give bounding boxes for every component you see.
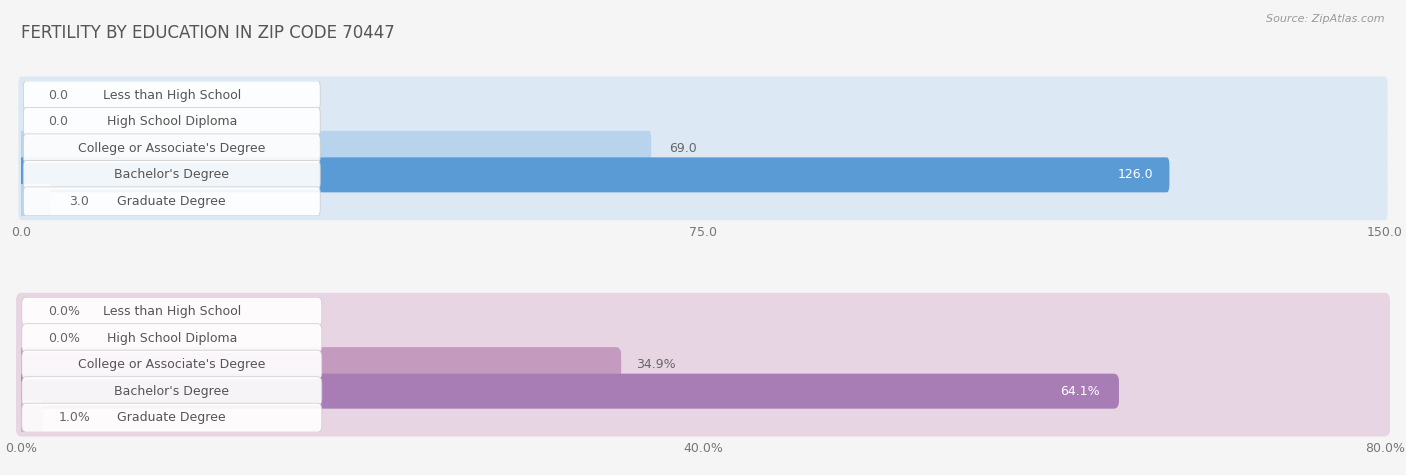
Text: FERTILITY BY EDUCATION IN ZIP CODE 70447: FERTILITY BY EDUCATION IN ZIP CODE 70447 [21, 24, 395, 42]
Bar [21, 135, 1385, 162]
Text: Less than High School: Less than High School [103, 305, 240, 318]
Text: 0.0%: 0.0% [48, 332, 80, 345]
FancyBboxPatch shape [21, 324, 322, 352]
FancyBboxPatch shape [15, 372, 1391, 410]
Bar [21, 109, 1385, 135]
FancyBboxPatch shape [18, 76, 1388, 114]
Text: College or Associate's Degree: College or Associate's Degree [79, 358, 266, 371]
Bar [21, 298, 1385, 325]
FancyBboxPatch shape [15, 400, 44, 435]
FancyBboxPatch shape [18, 157, 1170, 192]
Text: Graduate Degree: Graduate Degree [118, 195, 226, 208]
Text: Graduate Degree: Graduate Degree [118, 411, 226, 424]
FancyBboxPatch shape [15, 319, 1391, 357]
Text: College or Associate's Degree: College or Associate's Degree [79, 142, 266, 155]
Bar [21, 352, 1385, 378]
FancyBboxPatch shape [15, 347, 621, 382]
FancyBboxPatch shape [15, 346, 1391, 383]
Text: Less than High School: Less than High School [103, 89, 240, 102]
Text: 0.0: 0.0 [48, 89, 69, 102]
FancyBboxPatch shape [18, 131, 651, 166]
Text: 0.0: 0.0 [48, 115, 69, 128]
FancyBboxPatch shape [21, 350, 322, 379]
Bar [21, 188, 1385, 215]
FancyBboxPatch shape [21, 377, 322, 406]
Text: 126.0: 126.0 [1118, 168, 1153, 181]
Text: Bachelor's Degree: Bachelor's Degree [114, 385, 229, 398]
FancyBboxPatch shape [21, 297, 322, 326]
Text: 34.9%: 34.9% [637, 358, 676, 371]
Text: Bachelor's Degree: Bachelor's Degree [114, 168, 229, 181]
Bar [21, 378, 1385, 404]
FancyBboxPatch shape [24, 81, 321, 110]
Bar [21, 82, 1385, 109]
FancyBboxPatch shape [18, 182, 1388, 220]
FancyBboxPatch shape [24, 107, 321, 136]
Text: Source: ZipAtlas.com: Source: ZipAtlas.com [1267, 14, 1385, 24]
FancyBboxPatch shape [18, 156, 1388, 194]
Text: 64.1%: 64.1% [1060, 385, 1101, 398]
FancyBboxPatch shape [18, 130, 1388, 167]
FancyBboxPatch shape [21, 403, 322, 432]
FancyBboxPatch shape [15, 374, 1119, 408]
FancyBboxPatch shape [15, 293, 1391, 331]
FancyBboxPatch shape [18, 184, 51, 219]
FancyBboxPatch shape [24, 134, 321, 163]
Bar [21, 325, 1385, 352]
Text: 69.0: 69.0 [669, 142, 696, 155]
Bar [21, 162, 1385, 188]
FancyBboxPatch shape [18, 103, 1388, 141]
FancyBboxPatch shape [24, 161, 321, 189]
Bar [21, 404, 1385, 431]
Text: 0.0%: 0.0% [48, 305, 80, 318]
FancyBboxPatch shape [15, 399, 1391, 437]
FancyBboxPatch shape [24, 187, 321, 216]
Text: High School Diploma: High School Diploma [107, 115, 238, 128]
Text: 3.0: 3.0 [69, 195, 89, 208]
Text: 1.0%: 1.0% [59, 411, 90, 424]
Text: High School Diploma: High School Diploma [107, 332, 238, 345]
